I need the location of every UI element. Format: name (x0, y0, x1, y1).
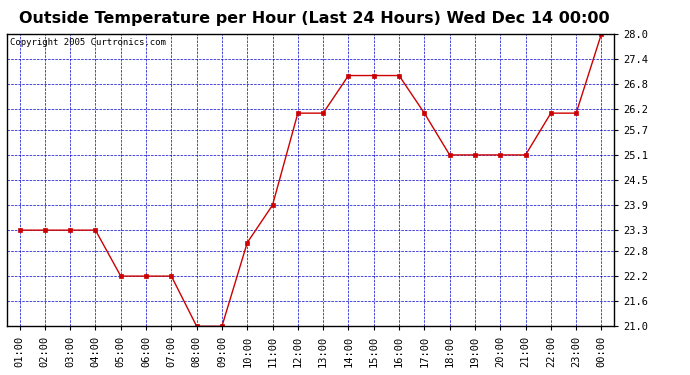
Text: Copyright 2005 Curtronics.com: Copyright 2005 Curtronics.com (10, 38, 166, 47)
Text: Outside Temperature per Hour (Last 24 Hours) Wed Dec 14 00:00: Outside Temperature per Hour (Last 24 Ho… (19, 11, 609, 26)
